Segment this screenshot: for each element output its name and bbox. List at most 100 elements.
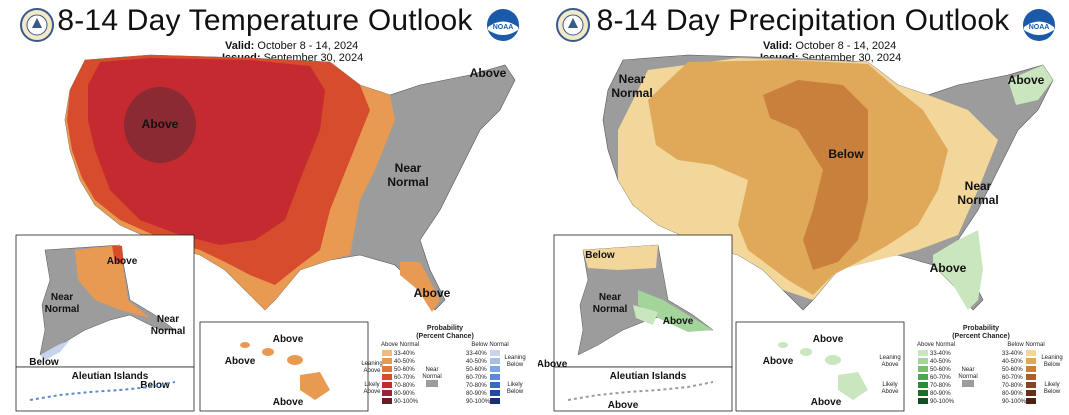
hawaii-island-kauai xyxy=(240,342,250,348)
map-label-nw-normal: Normal xyxy=(611,86,652,100)
legend-left-top-1: Leaning xyxy=(879,355,900,361)
legend-left-swatch xyxy=(382,350,392,356)
legend-right-swatch xyxy=(1026,390,1036,396)
legend-left-bottom-1: Likely xyxy=(364,382,379,388)
hawaii-island-maui xyxy=(287,355,303,365)
legend-left-top-2: Above xyxy=(881,362,899,368)
map-label-normal: Normal xyxy=(387,175,428,189)
legend-left-range: 70-80% xyxy=(930,383,951,389)
alaska-above-region xyxy=(75,245,150,318)
page-title: 8-14 Day Precipitation Outlook xyxy=(596,4,1010,37)
legend-left-swatch xyxy=(382,398,392,404)
legend-left-range: 70-80% xyxy=(394,383,415,389)
legend-right-range: 60-70% xyxy=(466,375,487,381)
legend-right-range: 50-60% xyxy=(1002,367,1023,373)
legend-right-swatch xyxy=(1026,366,1036,372)
hawaii-island-big xyxy=(838,372,868,400)
legend-right-swatch xyxy=(490,382,500,388)
legend-right-swatch xyxy=(1026,358,1036,364)
legend-left-range: 80-90% xyxy=(394,391,415,397)
legend-right-top-2: Below xyxy=(507,362,524,368)
map-label-east-near: Near xyxy=(965,179,992,193)
legend-left-range: 80-90% xyxy=(930,391,951,397)
alaska-above-light xyxy=(633,305,658,325)
legend-left-range: 33-40% xyxy=(930,351,951,357)
legend-left-bottom-1: Likely xyxy=(882,382,897,388)
legend-left-range: 90-100% xyxy=(930,399,955,405)
hawaii-label-above1: Above xyxy=(273,334,304,345)
legend-right-range: 90-100% xyxy=(1002,399,1027,405)
legend-left-range: 33-40% xyxy=(394,351,415,357)
legend-right-range: 60-70% xyxy=(1002,375,1023,381)
legend-left-bottom-2: Above xyxy=(881,389,899,395)
legend-right-range: 80-90% xyxy=(466,391,487,397)
legend-left-swatch xyxy=(382,358,392,364)
legend-right-range: 40-50% xyxy=(1002,359,1023,365)
alaska-label-above: Above xyxy=(663,316,694,327)
alaska-label-normal2: Normal xyxy=(151,326,186,337)
valid-label: Valid: xyxy=(225,40,255,52)
noaa-logo-icon: NOAA xyxy=(1023,9,1055,41)
valid-line: Valid: October 8 - 14, 2024 xyxy=(763,40,896,52)
legend-left-range: 40-50% xyxy=(394,359,415,365)
legend-title-2: (Percent Chance) xyxy=(416,333,474,340)
legend-left-swatch xyxy=(382,366,392,372)
legend-right-swatch xyxy=(1026,374,1036,380)
legend-left-swatch xyxy=(918,350,928,356)
precip-above-northeast xyxy=(1008,65,1053,105)
legend-right-range: 40-50% xyxy=(466,359,487,365)
legend-right-swatch xyxy=(490,390,500,396)
legend-left-range: 50-60% xyxy=(930,367,951,373)
valid-label: Valid: xyxy=(763,40,793,52)
map-label-southeast: Above xyxy=(930,261,967,275)
legend-right-swatch xyxy=(1026,398,1036,404)
svg-text:NOAA: NOAA xyxy=(1029,24,1050,31)
legend-left-swatch xyxy=(918,374,928,380)
legend-right-header: Below Normal xyxy=(471,342,508,348)
alaska-above-60-region xyxy=(112,246,124,265)
alaska-label-normal: Normal xyxy=(593,304,628,315)
legend-right-range: 70-80% xyxy=(1002,383,1023,389)
legend-left-swatch xyxy=(918,358,928,364)
legend-title-1: Probability xyxy=(427,325,463,332)
hawaii-inset-frame xyxy=(735,321,905,412)
legend-middle-2: Normal xyxy=(422,374,441,380)
legend-right-top-1: Leaning xyxy=(504,355,525,361)
legend-left-swatch xyxy=(918,366,928,372)
hawaii-island-big xyxy=(300,372,330,400)
legend-right-top-1: Leaning xyxy=(1041,355,1062,361)
legend-right-header: Below Normal xyxy=(1007,342,1044,348)
precipitation-outlook-panel: 8-14 Day Precipitation Outlook NOAA Vali… xyxy=(538,0,1068,415)
map-label-center: Below xyxy=(828,147,864,161)
legend: Probability (Percent Chance) Above Norma… xyxy=(361,325,525,405)
commerce-seal-icon xyxy=(20,8,54,42)
legend-title-2: (Percent Chance) xyxy=(952,333,1010,340)
legend-left-swatch xyxy=(382,382,392,388)
map-label-near: Near xyxy=(395,161,422,175)
aleutian-title: Aleutian Islands xyxy=(72,371,149,382)
noaa-logo-icon: NOAA xyxy=(487,9,519,41)
legend-left-range: 50-60% xyxy=(394,367,415,373)
legend-right-bottom-2: Below xyxy=(1044,389,1061,395)
legend-left-swatch xyxy=(382,390,392,396)
alaska-label-near: Near xyxy=(51,292,73,303)
alaska-above-region xyxy=(638,290,713,332)
legend-right-range: 80-90% xyxy=(1002,391,1023,397)
valid-value: October 8 - 14, 2024 xyxy=(795,40,897,52)
legend-right-swatch xyxy=(1026,382,1036,388)
hawaii-island-kauai xyxy=(778,342,788,348)
legend-right-swatch xyxy=(490,350,500,356)
aleutian-islands-shape xyxy=(29,381,176,401)
legend-left-range: 60-70% xyxy=(394,375,415,381)
legend-left-swatch xyxy=(382,374,392,380)
precip-above-southeast xyxy=(933,230,983,310)
map-label-east-normal: Normal xyxy=(957,193,998,207)
legend-right-range: 33-40% xyxy=(1002,351,1023,357)
legend-right-swatch xyxy=(490,358,500,364)
legend-right-swatch xyxy=(1026,350,1036,356)
aleutian-label-above: Above xyxy=(608,400,639,411)
aleutian-title: Aleutian Islands xyxy=(610,371,687,382)
aleutian-inset-frame xyxy=(553,366,733,412)
legend-left-header: Above Normal xyxy=(381,342,419,348)
legend-left-swatch xyxy=(918,382,928,388)
